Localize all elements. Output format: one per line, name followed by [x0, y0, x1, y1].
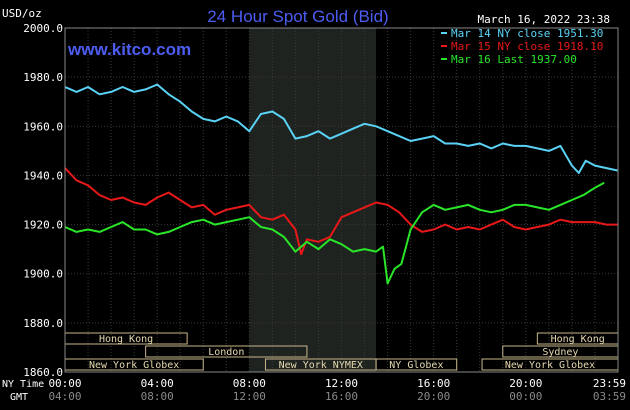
- session-label: New York Globex: [505, 360, 595, 371]
- session-label: Hong Kong: [99, 334, 153, 345]
- session-bar: [375, 358, 458, 371]
- y-tick-label: 1860.0: [23, 366, 63, 379]
- y-tick-label: 2000.0: [23, 22, 63, 35]
- legend-entry: Mar 16 Last 1937.00: [451, 53, 577, 66]
- session-label: Hong Kong: [551, 334, 605, 345]
- x-tick-label-ny: 00:00: [48, 377, 81, 390]
- x-tick-label-gmt: 12:00: [233, 390, 266, 403]
- series-lines: [64, 83, 618, 285]
- y-tick-label: 1980.0: [23, 71, 63, 84]
- series-line: [64, 83, 618, 174]
- x-tick-labels: 00:0004:0004:0008:0008:0012:0012:0016:00…: [48, 377, 626, 403]
- series-line: [64, 167, 618, 256]
- gmt-label: GMT: [10, 392, 28, 403]
- session-label: New York Globex: [89, 360, 179, 371]
- x-tick-label-ny: 12:00: [325, 377, 358, 390]
- nymex-highlight-band: [249, 28, 377, 372]
- session-bar: [145, 345, 308, 358]
- y-tick-label: 1880.0: [23, 317, 63, 330]
- legend-entry: Mar 15 NY close 1918.10: [451, 40, 603, 53]
- session-label: New York NYMEX: [279, 360, 363, 371]
- y-tick-label: 1960.0: [23, 120, 63, 133]
- y-tick-label: 1900.0: [23, 268, 63, 281]
- y-tick-label: 1920.0: [23, 219, 63, 232]
- x-tick-label-gmt: 16:00: [325, 390, 358, 403]
- ny-time-label: NY Time: [2, 379, 44, 390]
- y-axis-label: USD/oz: [2, 7, 42, 20]
- x-tick-label-ny: 23:59: [593, 377, 626, 390]
- x-tick-label-ny: 08:00: [233, 377, 266, 390]
- x-tick-label-ny: 04:00: [141, 377, 174, 390]
- legend-entry: Mar 14 NY close 1951.30: [451, 27, 603, 40]
- x-tick-label-gmt: 20:00: [417, 390, 450, 403]
- x-tick-label-gmt: 00:00: [509, 390, 542, 403]
- series-line: [64, 181, 605, 285]
- x-tick-label-gmt: 08:00: [141, 390, 174, 403]
- session-label: London: [208, 347, 244, 358]
- watermark: www.kitco.com: [67, 40, 191, 59]
- plot-frame: [64, 27, 619, 373]
- x-tick-label-ny: 16:00: [417, 377, 450, 390]
- x-tick-label-gmt: 04:00: [48, 390, 81, 403]
- x-tick-label-gmt: 03:59: [593, 390, 626, 403]
- chart-title: 24 Hour Spot Gold (Bid): [207, 7, 388, 26]
- session-label: Sydney: [542, 347, 578, 358]
- y-tick-label: 1940.0: [23, 169, 63, 182]
- x-tick-label-ny: 20:00: [509, 377, 542, 390]
- y-tick-labels: 2000.0 1980.0 1960.0 1940.0 1920.0 1900.0 1880…: [23, 22, 63, 379]
- date-label: March 16, 2022 23:38: [478, 13, 610, 26]
- session-label: NY Globex: [389, 360, 443, 371]
